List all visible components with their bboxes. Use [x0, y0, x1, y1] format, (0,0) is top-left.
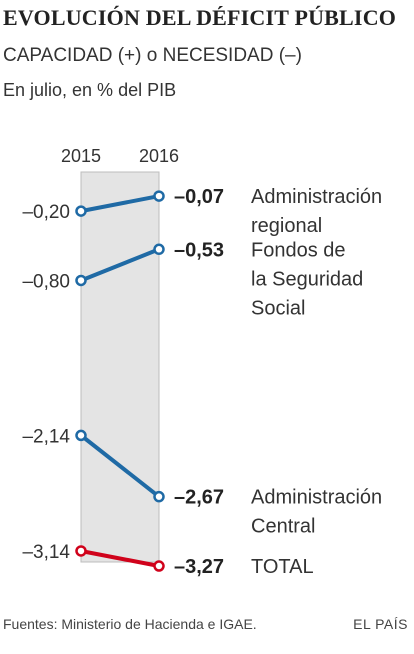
- data-label: –3,14: [22, 542, 70, 563]
- data-label: –0,53: [174, 239, 224, 261]
- series-label: TOTAL: [251, 556, 314, 578]
- data-label: –2,14: [22, 426, 70, 447]
- data-label: –0,80: [22, 271, 70, 292]
- source-note: Fuentes: Ministerio de Hacienda e IGAE.: [3, 616, 257, 632]
- data-label: –0,07: [174, 186, 224, 208]
- series-label: Central: [251, 516, 315, 538]
- data-label: –2,67: [174, 487, 224, 509]
- brand-logo: EL PAÍS: [353, 616, 408, 632]
- series-line: [79, 433, 161, 499]
- x-tick-label: 2016: [139, 146, 179, 166]
- data-point: [153, 560, 165, 572]
- series-label: Administración: [251, 186, 382, 208]
- series-line: [79, 548, 161, 569]
- series-label: Fondos de: [251, 239, 346, 261]
- series-label: la Seguridad: [251, 268, 363, 290]
- data-point: [153, 490, 165, 503]
- series-label: Social: [251, 297, 305, 319]
- data-point: [153, 190, 165, 202]
- series-line: [79, 247, 161, 283]
- chart-units: En julio, en % del PIB: [3, 80, 177, 100]
- chart-title: EVOLUCIÓN DEL DÉFICIT PÚBLICO: [3, 5, 397, 30]
- year-band: [80, 171, 160, 563]
- x-tick-label: 2015: [61, 146, 101, 166]
- chart-subtitle: CAPACIDAD (+) o NECESIDAD (–): [3, 45, 302, 66]
- data-label: –3,27: [174, 556, 224, 578]
- data-point: [75, 429, 87, 442]
- series-label: Administración: [251, 487, 382, 509]
- data-point: [75, 205, 87, 217]
- data-point: [153, 243, 165, 256]
- series-line: [79, 194, 161, 214]
- data-point: [75, 545, 87, 557]
- data-point: [75, 274, 87, 287]
- series-label: regional: [251, 215, 322, 237]
- data-label: –0,20: [22, 202, 70, 223]
